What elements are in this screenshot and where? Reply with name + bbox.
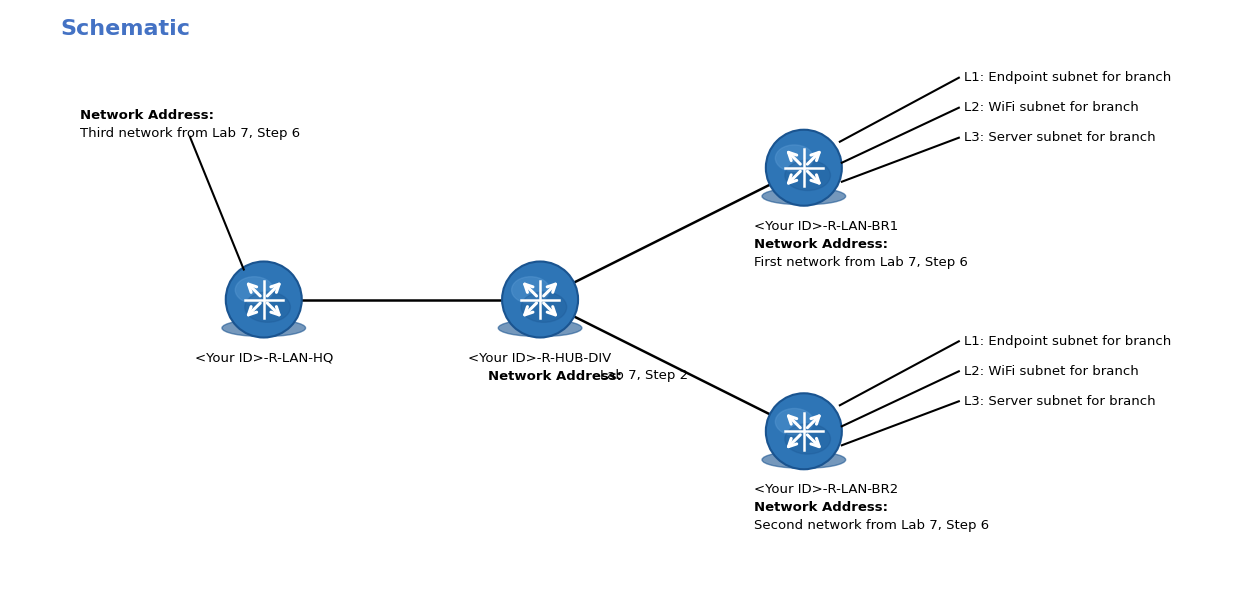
Text: Schematic: Schematic	[60, 19, 190, 39]
Text: L2: WiFi subnet for branch: L2: WiFi subnet for branch	[963, 365, 1139, 378]
Ellipse shape	[521, 292, 566, 322]
Text: L1: Endpoint subnet for branch: L1: Endpoint subnet for branch	[963, 71, 1171, 84]
Circle shape	[766, 394, 842, 469]
Ellipse shape	[775, 145, 814, 171]
Ellipse shape	[245, 292, 290, 322]
Text: Third network from Lab 7, Step 6: Third network from Lab 7, Step 6	[80, 127, 300, 140]
Ellipse shape	[775, 409, 814, 435]
Text: <Your ID>-R-LAN-BR1: <Your ID>-R-LAN-BR1	[754, 220, 898, 233]
Text: Network Address:: Network Address:	[489, 370, 622, 383]
Text: L2: WiFi subnet for branch: L2: WiFi subnet for branch	[963, 101, 1139, 114]
Circle shape	[502, 262, 578, 337]
Ellipse shape	[511, 277, 550, 303]
Ellipse shape	[499, 319, 582, 337]
Text: <Your ID>-R-HUB-DIV: <Your ID>-R-HUB-DIV	[468, 352, 612, 365]
Ellipse shape	[785, 423, 830, 454]
Text: Lab 7, Step 2: Lab 7, Step 2	[600, 370, 688, 383]
Text: <Your ID>-R-LAN-HQ: <Your ID>-R-LAN-HQ	[195, 352, 333, 365]
Text: Network Address:: Network Address:	[754, 238, 888, 251]
Ellipse shape	[762, 187, 845, 205]
Text: <Your ID>-R-LAN-BR2: <Your ID>-R-LAN-BR2	[754, 483, 898, 497]
Text: L3: Server subnet for branch: L3: Server subnet for branch	[963, 131, 1156, 144]
Circle shape	[766, 130, 842, 205]
Ellipse shape	[222, 319, 305, 337]
Circle shape	[226, 262, 301, 337]
Text: Second network from Lab 7, Step 6: Second network from Lab 7, Step 6	[754, 519, 988, 533]
Text: L1: Endpoint subnet for branch: L1: Endpoint subnet for branch	[963, 335, 1171, 348]
Text: Network Address:: Network Address:	[80, 109, 214, 122]
Ellipse shape	[785, 160, 830, 190]
Text: First network from Lab 7, Step 6: First network from Lab 7, Step 6	[754, 256, 967, 269]
Text: Network Address:: Network Address:	[754, 501, 888, 515]
Ellipse shape	[235, 277, 274, 303]
Text: L3: Server subnet for branch: L3: Server subnet for branch	[963, 395, 1156, 408]
Ellipse shape	[762, 451, 845, 468]
